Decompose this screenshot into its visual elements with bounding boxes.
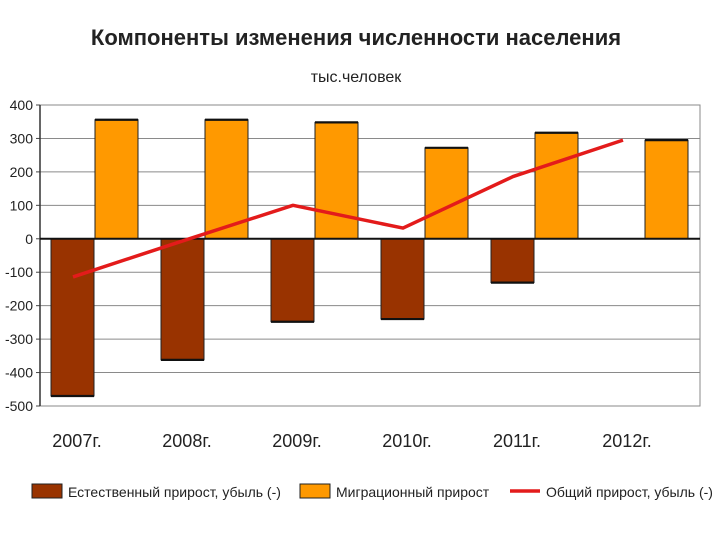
bar: [160, 238, 205, 361]
y-tick-label: -100: [5, 264, 33, 280]
x-tick-label: 2010г.: [382, 431, 431, 451]
bar: [490, 238, 535, 284]
legend-item: Миграционный прирост: [299, 483, 490, 500]
x-tick-label: 2012г.: [602, 431, 651, 451]
x-tick-label: 2008г.: [162, 431, 211, 451]
legend-label: Общий прирост, убыль (-): [546, 484, 713, 500]
bar: [270, 238, 315, 323]
bar: [644, 139, 689, 240]
bar: [50, 238, 95, 397]
x-tick-label: 2007г.: [52, 431, 101, 451]
bar: [380, 238, 425, 320]
legend-item: Общий прирост, убыль (-): [510, 484, 713, 500]
legend: Естественный прирост, убыль (-) Миграцион…: [31, 483, 713, 500]
x-tick-label: 2011г.: [493, 431, 541, 451]
bar: [314, 121, 359, 240]
bar: [94, 119, 139, 240]
y-tick-label: 0: [25, 231, 33, 247]
legend-swatch: [31, 483, 63, 499]
plot-frame: [39, 104, 701, 407]
legend-item: Естественный прирост, убыль (-): [31, 483, 281, 500]
y-tick-label: -400: [5, 365, 33, 381]
legend-label: Естественный прирост, убыль (-): [68, 484, 281, 500]
y-tick-label: 300: [10, 130, 34, 146]
y-tick-label: -300: [5, 331, 33, 347]
bar: [204, 119, 249, 240]
y-tick-label: 100: [10, 197, 34, 213]
y-tick-label: 400: [10, 97, 34, 113]
chart-subtitle: тыс.человек: [311, 69, 403, 86]
y-tick-label: -200: [5, 298, 33, 314]
y-tick-label: 200: [10, 164, 34, 180]
bar: [534, 132, 579, 240]
bar: [424, 147, 469, 240]
legend-label: Миграционный прирост: [336, 484, 490, 500]
legend-swatch: [299, 483, 331, 499]
series-line: [72, 138, 624, 279]
chart-title: Компоненты изменения численности населен…: [91, 25, 621, 50]
y-tick-label: -500: [5, 398, 33, 414]
x-tick-label: 2009г.: [272, 431, 321, 451]
plot-area: 400 300 200 100 0 -100 -200 -300 -400 -500 2007г. 2…: [5, 97, 701, 451]
